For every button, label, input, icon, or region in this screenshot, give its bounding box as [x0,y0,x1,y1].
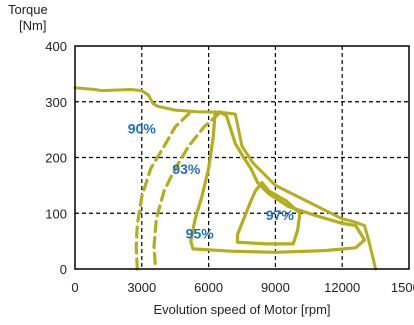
x-tick-label: 6000 [194,280,223,295]
labels-layer: 90% 93% 95% 97% [128,121,295,242]
curves-layer [73,86,378,271]
efficiency-label: 97% [266,207,295,223]
y-tick-label: 300 [45,95,67,110]
grid-layer [75,46,409,269]
x-tick-label: 0 [71,280,78,295]
x-tick-label: 15000 [391,280,414,295]
max-torque-curve-0 [73,86,378,271]
y-tick-label: 200 [45,151,67,166]
y-axis-label-line2: [Nm] [19,18,46,33]
efficiency-label: 95% [186,225,215,241]
x-tick-label: 9000 [261,280,290,295]
efficiency-contour-curve-1 [134,110,193,271]
efficiency-label: 93% [172,161,201,177]
ticks-layer: 0 3000 6000 9000 12000 15000 0 100 200 300 400 [45,39,414,295]
x-axis-label: Evolution speed of Motor [rpm] [153,302,330,317]
y-tick-label: 0 [60,262,67,277]
x-tick-label: 12000 [324,280,360,295]
efficiency-contour-curve-2 [152,111,222,265]
efficiency-contour-curve-4 [235,181,302,246]
y-tick-label: 400 [45,39,67,54]
plot-frame [74,45,410,270]
y-tick-label: 100 [45,206,67,221]
x-tick-label: 3000 [127,280,156,295]
efficiency-label: 90% [128,121,157,137]
y-axis-label-line1: Torque [8,2,48,17]
efficiency-contour-curve-3 [189,110,367,254]
